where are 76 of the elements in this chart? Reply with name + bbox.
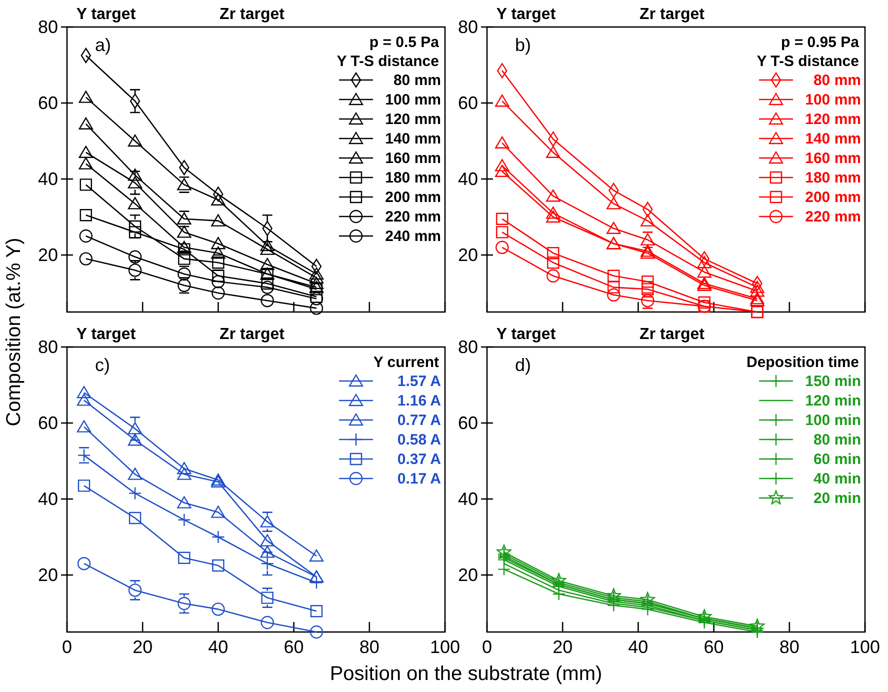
y-tick-label: 60 — [38, 413, 58, 433]
text: Y target — [496, 6, 556, 23]
x-tick-label: 60 — [284, 637, 304, 657]
legend-label: 120 min — [805, 392, 861, 410]
legend-label: 120 mm — [385, 111, 441, 128]
legend-label: 20 min — [813, 490, 861, 507]
legend-label: 1.16 A — [397, 392, 442, 410]
legend-label: 60 min — [813, 451, 861, 468]
y-tick-label: 40 — [38, 169, 58, 189]
y-tick-label: 20 — [458, 565, 478, 585]
text: Zr target — [220, 326, 286, 343]
x-tick-label: 40 — [628, 637, 648, 657]
y-tick-label: 20 — [38, 565, 58, 585]
y-tick-label: 60 — [458, 413, 478, 433]
legend-title: p = 0.95 Pa Y T-S distance — [756, 34, 860, 70]
x-tick-label: 60 — [704, 637, 724, 657]
y-tick-label: 80 — [458, 337, 478, 357]
legend-label: 80 mm — [393, 72, 441, 89]
legend-label: 120 mm — [805, 111, 861, 128]
y-tick-label: 20 — [458, 245, 478, 265]
text: Zr target — [220, 6, 286, 23]
legend-label: 220 mm — [385, 208, 441, 226]
x-tick-label: 0 — [62, 637, 72, 657]
y-tick-label: 80 — [38, 337, 58, 357]
text: Y target — [496, 326, 556, 343]
legend-label: 150 min — [805, 373, 861, 390]
x-tick-label: 80 — [359, 637, 380, 657]
chart-title: d) — [515, 355, 532, 375]
x-tick-label: 20 — [552, 637, 573, 657]
legend-label: 180 mm — [385, 170, 441, 186]
y-tick-label: 80 — [458, 17, 478, 37]
legend-label: 40 min — [813, 470, 861, 488]
legend-label: 160 mm — [805, 150, 861, 167]
y-tick-label: 80 — [38, 17, 58, 37]
legend-label: 100 min — [805, 412, 861, 429]
chart-title: b) — [515, 35, 532, 55]
legend-label: 100 mm — [805, 92, 861, 108]
x-tick-label: 40 — [208, 637, 228, 657]
y-tick-label: 40 — [38, 489, 58, 509]
legend-label: 0.77 A — [397, 412, 442, 429]
text: Y target — [76, 6, 136, 23]
legend-label: 0.37 A — [397, 451, 442, 468]
text: Zr target — [640, 6, 706, 23]
legend-label: 140 mm — [805, 130, 861, 148]
x-tick-label: 100 — [850, 637, 880, 657]
chart-title: c) — [95, 355, 110, 375]
legend-title: p = 0.5 Pa Y T-S distance — [336, 34, 440, 70]
legend-title: Deposition time — [746, 354, 859, 371]
chart-title: a) — [95, 35, 112, 55]
legend-label: 240 mm — [385, 228, 441, 245]
x-tick-label: 0 — [482, 637, 492, 657]
x-axis-title: Position on the substrate (mm) — [330, 663, 602, 685]
legend-label: 80 min — [813, 432, 861, 448]
legend-label: 80 mm — [813, 72, 861, 89]
legend-label: 0.58 A — [397, 432, 442, 448]
y-tick-label: 40 — [458, 169, 478, 189]
x-tick-label: 80 — [779, 637, 800, 657]
legend-label: 100 mm — [385, 92, 441, 108]
legend-label: 200 mm — [805, 189, 861, 206]
y-tick-label: 40 — [458, 489, 478, 509]
text: Zr target — [640, 326, 706, 343]
legend-label: 160 mm — [385, 150, 441, 167]
y-tick-label: 60 — [38, 93, 58, 113]
legend-label: 220 mm — [805, 208, 861, 226]
y-tick-label: 60 — [458, 93, 478, 113]
x-tick-label: 20 — [132, 637, 153, 657]
legend-label: 180 mm — [805, 170, 861, 186]
legend-label: 140 mm — [385, 130, 441, 148]
text: Y target — [76, 326, 136, 343]
y-tick-label: 20 — [38, 245, 58, 265]
x-tick-label: 100 — [430, 637, 460, 657]
legend-title: Y current — [373, 354, 439, 371]
legend-label: 200 mm — [385, 189, 441, 206]
legend-label: 1.57 A — [397, 373, 442, 390]
legend-label: 0.17 A — [397, 470, 442, 488]
y-axis-title: Composition (at.% Y) — [3, 238, 25, 426]
